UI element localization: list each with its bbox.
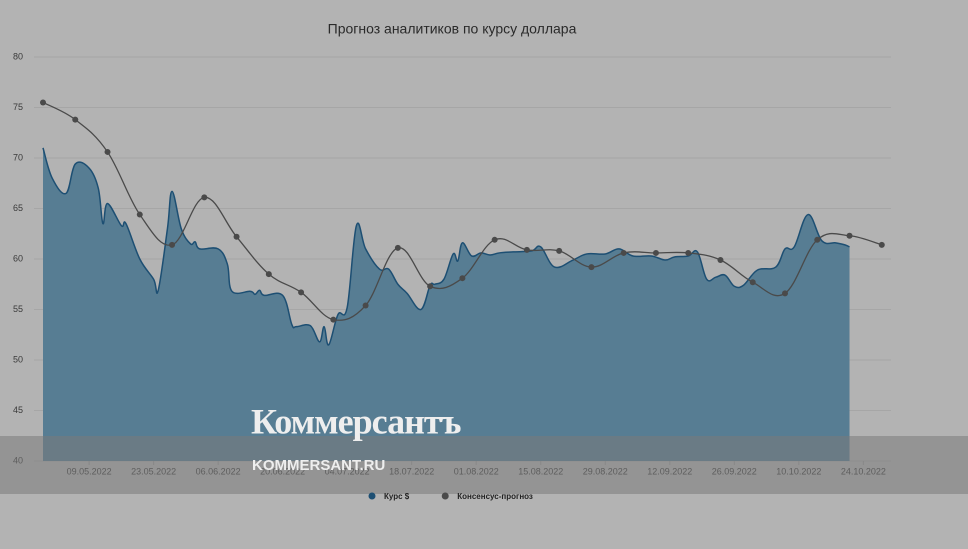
line <box>42 147 850 346</box>
legend-marker <box>441 492 449 500</box>
marker <box>878 241 885 248</box>
y-tick-label: 70 <box>13 152 23 162</box>
watermark-band <box>0 436 968 494</box>
marker <box>201 194 208 201</box>
marker <box>652 249 659 256</box>
chart-title: Прогноз аналитиков по курсу доллара <box>328 21 577 37</box>
legend-marker <box>368 492 376 500</box>
marker <box>394 244 401 251</box>
legend-label[interactable]: Курс $ <box>384 492 410 501</box>
marker <box>104 148 111 155</box>
y-tick-label: 45 <box>13 405 23 415</box>
y-tick-label: 60 <box>13 253 23 263</box>
marker <box>459 275 466 282</box>
marker <box>556 247 563 254</box>
marker <box>265 271 272 278</box>
marker <box>523 246 530 253</box>
marker <box>749 279 756 286</box>
marker <box>362 302 369 309</box>
marker <box>685 249 692 256</box>
marker <box>717 257 724 264</box>
marker <box>620 249 627 256</box>
legend-label[interactable]: Консенсус-прогноз <box>457 492 533 501</box>
marker <box>491 236 498 243</box>
marker <box>330 316 337 323</box>
y-tick-label: 75 <box>13 102 23 112</box>
marker <box>588 264 595 271</box>
marker <box>814 236 821 243</box>
marker <box>233 233 240 240</box>
marker <box>427 283 434 290</box>
area <box>43 147 850 461</box>
watermark-site: KOMMERSANT.RU <box>252 457 385 474</box>
y-tick-label: 80 <box>13 51 23 61</box>
marker <box>136 211 143 218</box>
y-tick-label: 55 <box>13 304 23 314</box>
marker <box>40 99 46 106</box>
watermark-logo: Коммерсантъ <box>251 401 462 441</box>
marker <box>846 232 853 239</box>
marker <box>72 116 79 123</box>
marker <box>169 241 176 248</box>
y-tick-label: 65 <box>13 203 23 213</box>
legend: Курс $ Консенсус-прогноз <box>368 492 533 501</box>
marker <box>298 289 305 296</box>
marker <box>782 290 788 297</box>
y-tick-label: 50 <box>13 354 23 364</box>
